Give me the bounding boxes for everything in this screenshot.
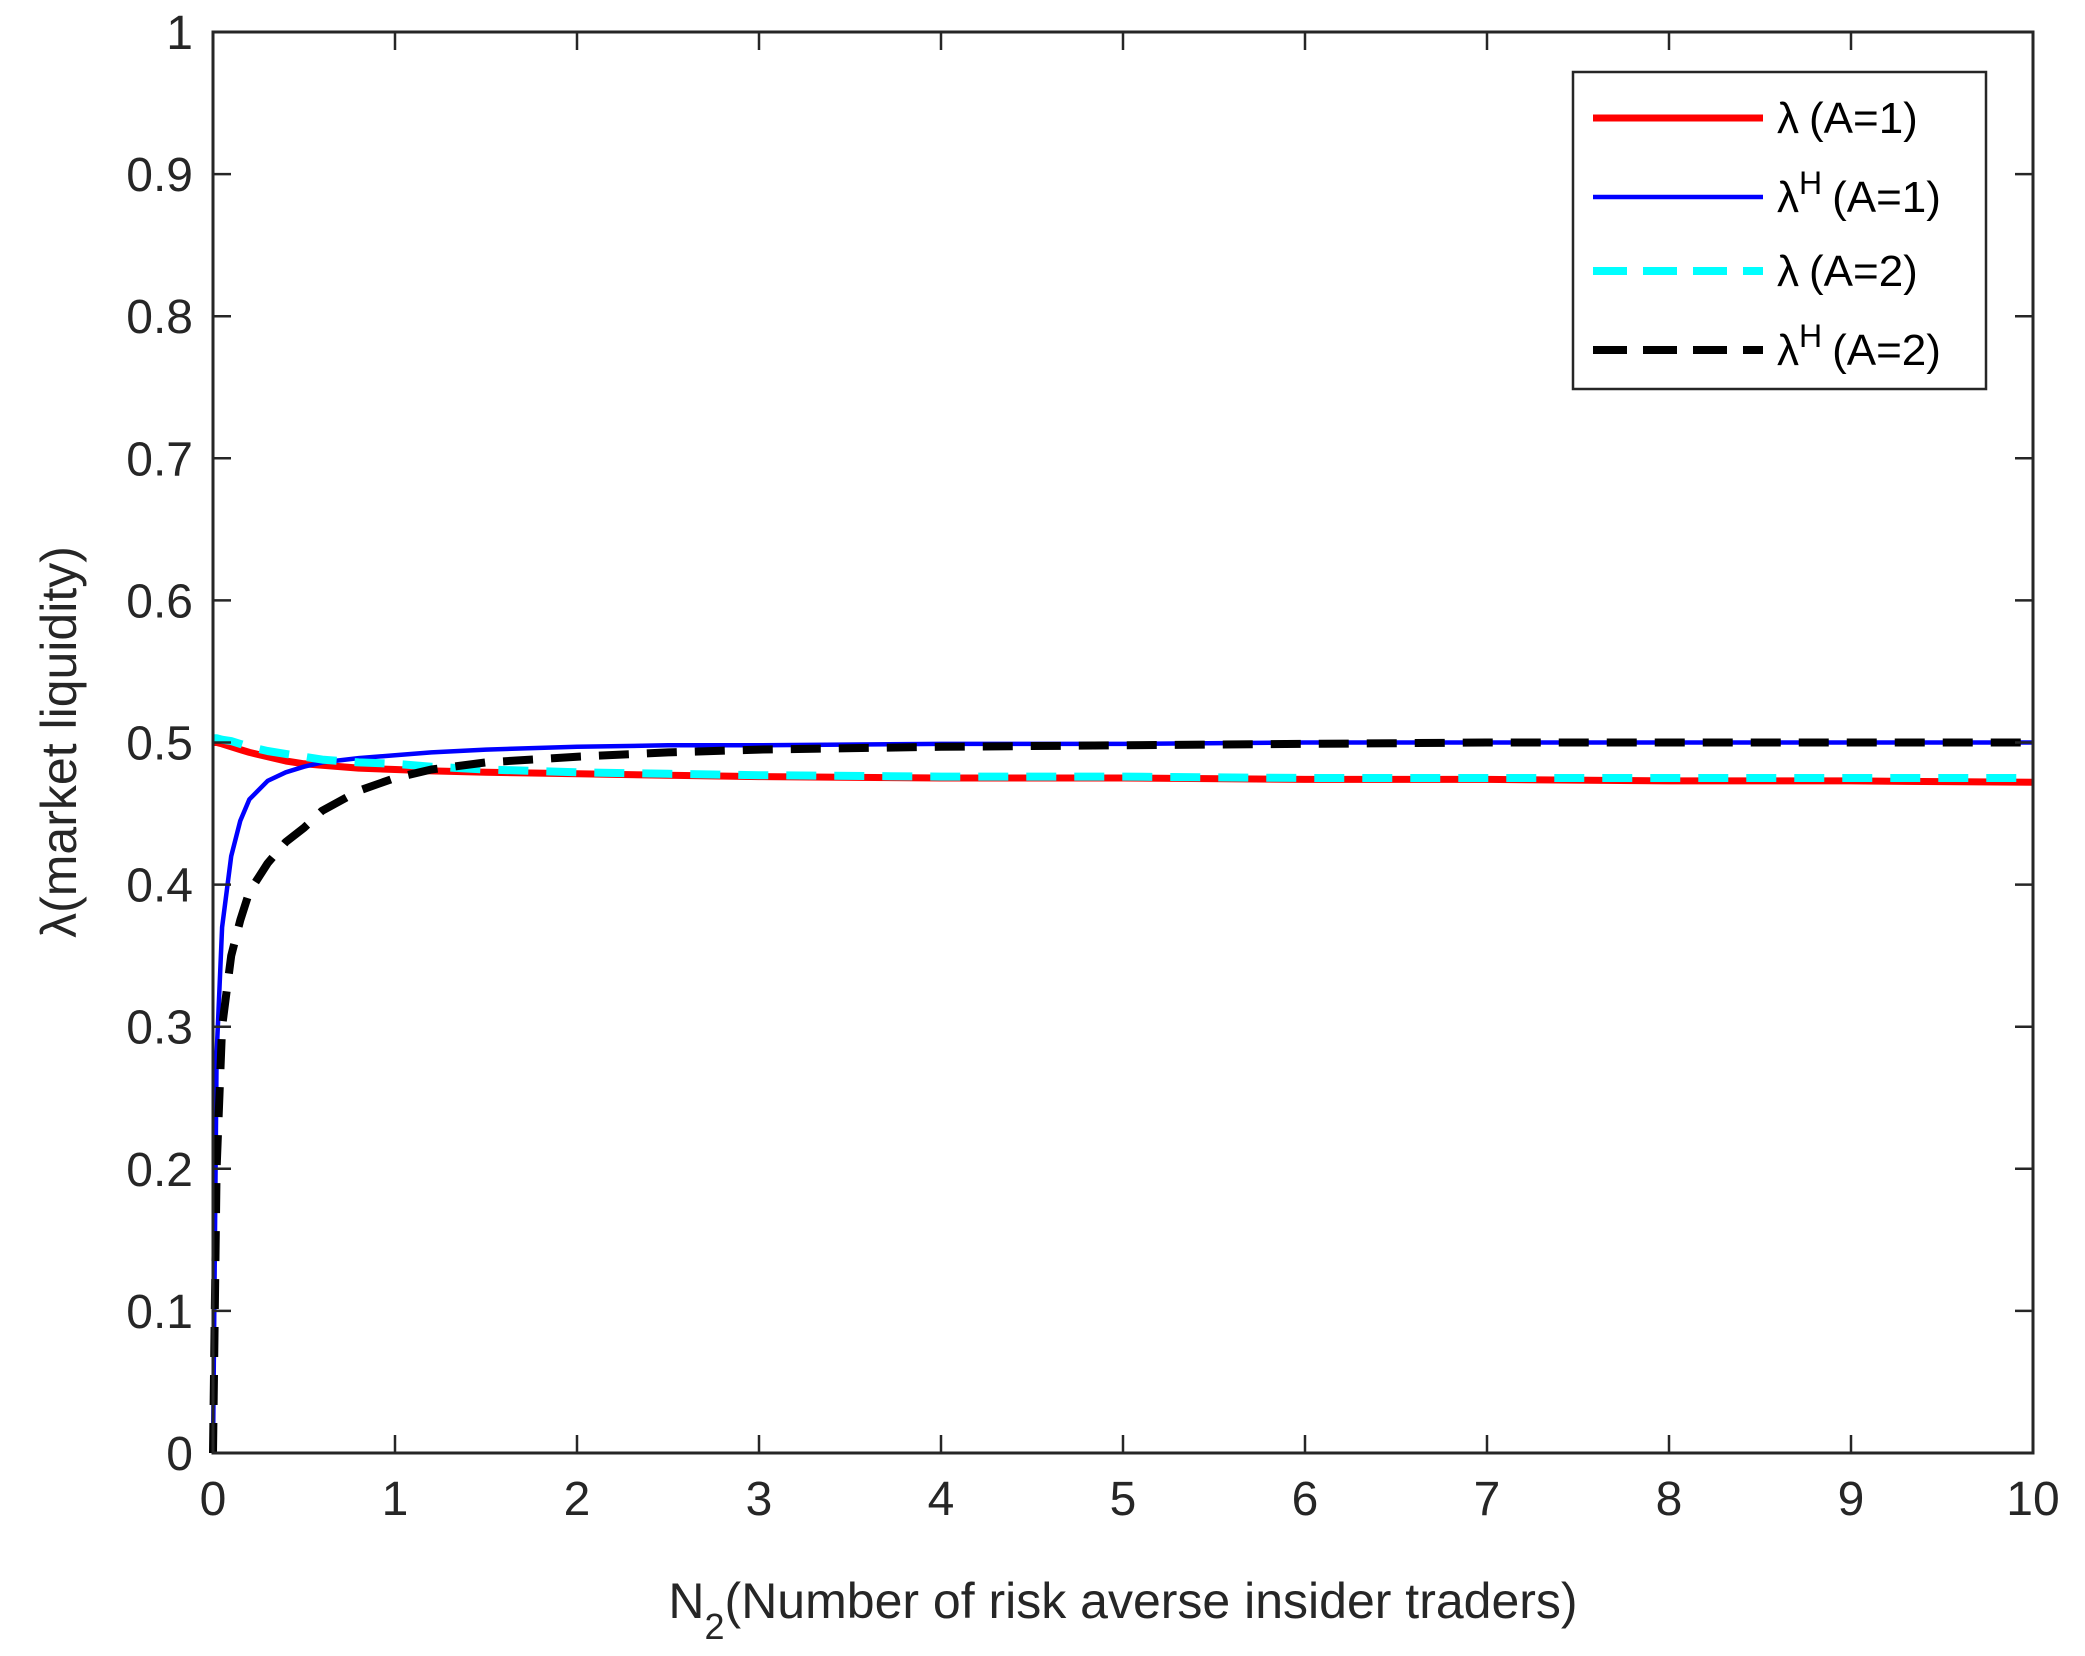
y-tick-label: 0.4: [126, 860, 193, 913]
y-tick-label: 0.9: [126, 149, 193, 202]
y-axis-title: λ(market liquidity): [31, 546, 87, 938]
series-line-3: [212, 734, 2033, 782]
x-tick-label: 6: [1292, 1473, 1319, 1526]
y-tick-label: 0.2: [126, 1144, 193, 1197]
x-tick-label: 5: [1110, 1473, 1137, 1526]
y-tick-label: 0.5: [126, 718, 193, 771]
x-tick-label: 10: [2006, 1473, 2059, 1526]
legend-entries: λ (A=1) λH (A=1) λ (A=2) λH (A=2): [1593, 94, 1941, 375]
series-layer: [209, 734, 2034, 1454]
y-tick-label: 1: [166, 7, 193, 60]
y-tick-label: 0.3: [126, 1002, 193, 1055]
x-tick-label: 0: [200, 1473, 227, 1526]
x-tick-label: 4: [928, 1473, 955, 1526]
y-tick-label: 0: [166, 1428, 193, 1481]
x-tick-label: 2: [564, 1473, 591, 1526]
y-tick-label: 0.7: [126, 433, 193, 486]
x-axis-title: N2(Number of risk averse insider traders…: [668, 1573, 1577, 1647]
x-tick-label: 1: [382, 1473, 409, 1526]
tick-layer: 0 1 2 3 4 5 6 7 8 9 10 0 0.1 0.2 0.3 0.4 0.5 0.6 0.7 0.8 0.9…: [126, 7, 2059, 1526]
y-tick-label: 0.6: [126, 575, 193, 628]
legend-label-4: λH (A=2): [1777, 318, 1941, 375]
legend: λ (A=1) λH (A=1) λ (A=2) λH (A=2): [1571, 70, 1988, 391]
y-tick-label: 0.8: [126, 291, 193, 344]
series-line-4: [209, 738, 2033, 1454]
y-tick-label: 0.1: [126, 1286, 193, 1339]
legend-label-2: λH (A=1): [1777, 165, 1941, 222]
x-tick-label: 3: [746, 1473, 773, 1526]
legend-label-1: λ (A=1): [1777, 94, 1918, 143]
x-tick-label: 9: [1838, 1473, 1865, 1526]
x-tick-label: 7: [1474, 1473, 1501, 1526]
legend-label-3: λ (A=2): [1777, 247, 1918, 296]
legend-box: [1571, 70, 1988, 391]
x-tick-label: 8: [1656, 1473, 1683, 1526]
